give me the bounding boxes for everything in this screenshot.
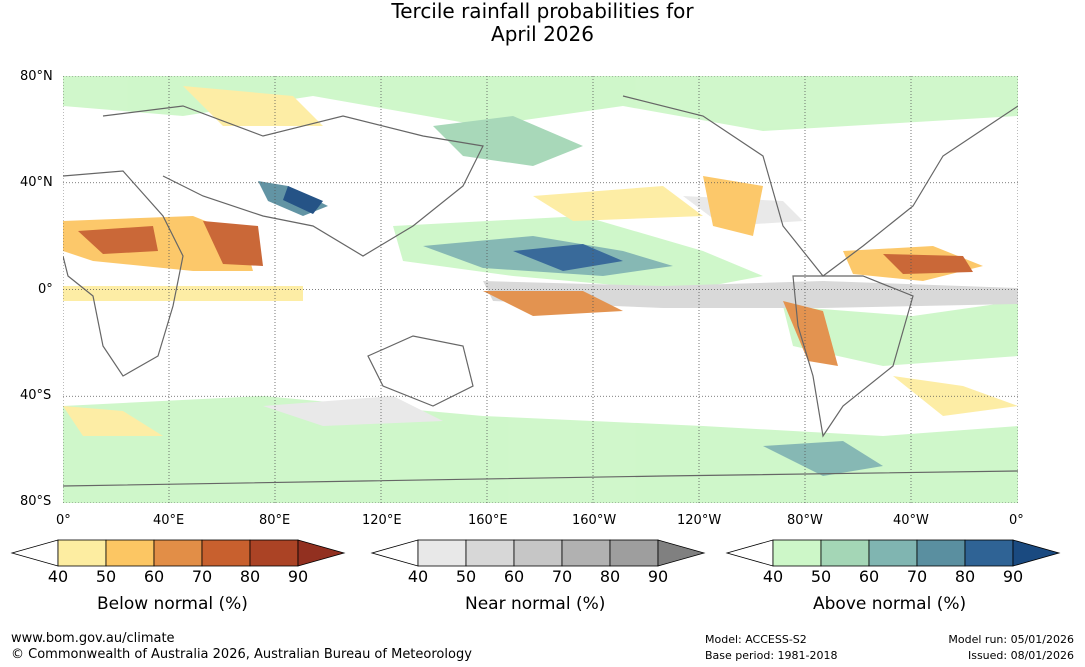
- colorbar-tick-label: 60: [859, 567, 879, 586]
- near-normal-region: [263, 396, 443, 426]
- lat-label-40n: 40°N: [20, 175, 53, 190]
- colorbar-extend-low: [370, 539, 419, 567]
- colorbar-segment: [868, 539, 918, 567]
- below-normal-region: [63, 406, 163, 436]
- lon-label-160e: 160°E: [468, 513, 508, 528]
- colorbar-tick-label: 50: [811, 567, 831, 586]
- lon-label-40e: 40°E: [153, 513, 185, 528]
- colorbar-segment: [249, 539, 299, 567]
- colorbar-segment: [820, 539, 870, 567]
- title-line-1: Tercile rainfall probabilities for: [391, 0, 694, 23]
- colorbar-segment: [609, 539, 659, 567]
- rainfall-probability-map: [63, 76, 1018, 503]
- colorbar-segment: [561, 539, 611, 567]
- colorbar-tick-label: 90: [288, 567, 308, 586]
- near-normal-colorbar: 40 50 60 70 80 90: [370, 539, 706, 586]
- colorbar-tick-label: 50: [456, 567, 476, 586]
- below-normal-region: [883, 254, 973, 274]
- eurasia-coast: [102, 105, 484, 257]
- colorbar-segment: [105, 539, 155, 567]
- colorbar-segment: [916, 539, 966, 567]
- colorbar-tick-label: 40: [48, 567, 68, 586]
- colorbar-segment: [513, 539, 563, 567]
- base-period: Base period: 1981-2018: [705, 649, 838, 662]
- lon-label-40w: 40°W: [893, 513, 929, 528]
- above-normal-title: Above normal (%): [813, 594, 967, 614]
- lon-label-80w: 80°W: [787, 513, 823, 528]
- above-normal-region: [783, 301, 1018, 366]
- issued-date: Issued: 08/01/2026: [967, 649, 1074, 662]
- above-normal-region: [433, 116, 583, 166]
- map-title: Tercile rainfall probabilities for April…: [0, 0, 1085, 46]
- below-normal-region: [183, 86, 323, 126]
- source-url: www.bom.gov.au/climate: [11, 631, 175, 646]
- lon-label-160w: 160°W: [572, 513, 617, 528]
- below-normal-region: [203, 221, 263, 266]
- lat-label-0: 0°: [38, 282, 53, 297]
- model-name: Model: ACCESS-S2: [705, 633, 807, 646]
- below-normal-region: [63, 286, 303, 301]
- near-normal-title: Near normal (%): [465, 594, 606, 614]
- colorbar-segment: [417, 539, 467, 567]
- colorbar-tick-label: 80: [955, 567, 975, 586]
- below-normal-region: [533, 186, 703, 221]
- colorbar-segment: [153, 539, 203, 567]
- model-run-date: Model run: 05/01/2026: [948, 633, 1074, 646]
- colorbar-segment: [964, 539, 1014, 567]
- colorbar-tick-label: 80: [240, 567, 260, 586]
- colorbar-segment: [772, 539, 822, 567]
- antarctica-coast: [63, 470, 1018, 487]
- below-normal-title: Below normal (%): [97, 594, 248, 614]
- lon-label-0: 0°: [56, 513, 71, 528]
- above-normal-colorbar: 40 50 60 70 80 90: [725, 539, 1061, 586]
- colorbar-extend-low: [10, 539, 59, 567]
- australia-coast: [367, 335, 474, 407]
- lat-label-80s: 80°S: [20, 494, 52, 509]
- colorbar-segment: [465, 539, 515, 567]
- coastlines: [63, 95, 1018, 487]
- above-normal-region: [63, 76, 1018, 131]
- near-normal-region: [483, 281, 1018, 308]
- lon-label-120w: 120°W: [677, 513, 722, 528]
- lat-label-80n: 80°N: [20, 69, 53, 84]
- probability-shading: [63, 76, 1018, 503]
- colorbar-tick-label: 90: [1003, 567, 1023, 586]
- colorbar-tick-label: 40: [408, 567, 428, 586]
- colorbar-extend-high: [1012, 539, 1061, 567]
- colorbar-extend-high: [657, 539, 706, 567]
- colorbar-tick-label: 60: [144, 567, 164, 586]
- lat-label-40s: 40°S: [20, 388, 52, 403]
- north-america-coast: [622, 95, 1018, 277]
- colorbar-extend-low: [725, 539, 774, 567]
- colorbar-tick-label: 80: [600, 567, 620, 586]
- below-normal-region: [78, 226, 158, 254]
- colorbar-tick-label: 40: [763, 567, 783, 586]
- above-normal-region: [63, 396, 1018, 503]
- below-normal-region: [703, 176, 763, 236]
- copyright-text: © Commonwealth of Australia 2026, Austra…: [11, 647, 472, 662]
- colorbar-tick-label: 70: [907, 567, 927, 586]
- title-line-2: April 2026: [491, 22, 594, 46]
- colorbar-tick-label: 90: [648, 567, 668, 586]
- colorbar-tick-label: 50: [96, 567, 116, 586]
- south-america-coast: [792, 275, 914, 438]
- colorbar-segment: [57, 539, 107, 567]
- lon-label-120e: 120°E: [362, 513, 402, 528]
- above-normal-region: [283, 186, 323, 214]
- colorbar-tick-label: 70: [552, 567, 572, 586]
- colorbar-extend-high: [297, 539, 346, 567]
- colorbar-tick-label: 70: [192, 567, 212, 586]
- below-normal-colorbar: 40 50 60 70 80 90: [10, 539, 346, 586]
- graticule: [63, 76, 1018, 503]
- lon-label-0-east: 0°: [1009, 513, 1024, 528]
- above-normal-region: [513, 244, 623, 271]
- lon-label-80e: 80°E: [259, 513, 291, 528]
- below-normal-region: [893, 376, 1018, 416]
- colorbar-segment: [201, 539, 251, 567]
- colorbar-tick-label: 60: [504, 567, 524, 586]
- above-normal-region: [763, 441, 883, 476]
- below-normal-region: [483, 291, 623, 316]
